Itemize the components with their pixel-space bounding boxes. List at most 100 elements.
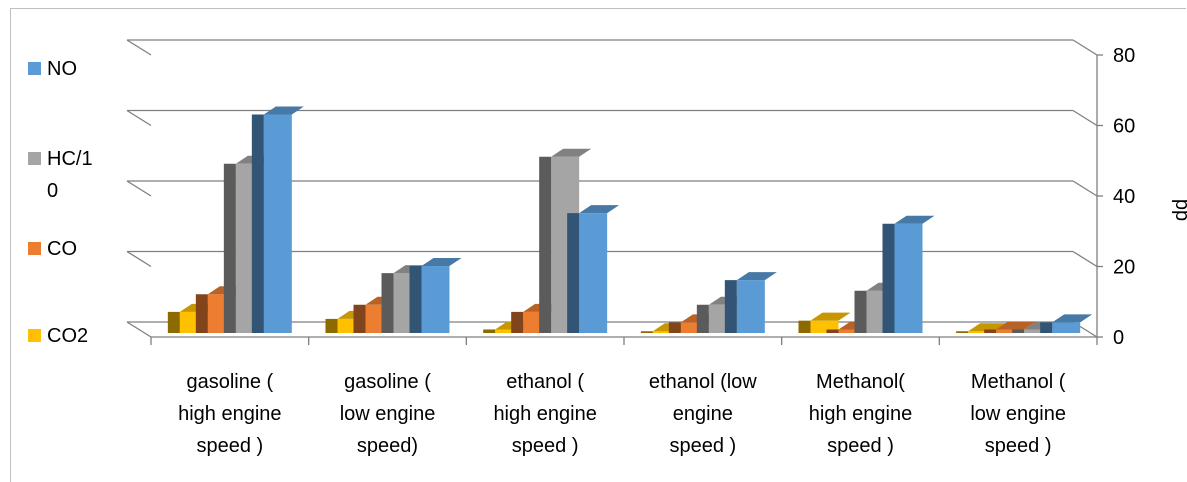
- y-tick-label-2: 40: [1113, 186, 1135, 208]
- x-tick-label-0: gasoline ( high engine speed ): [178, 371, 281, 457]
- x-tick-label-line: speed ): [669, 435, 736, 457]
- bar-NO-0: [251, 106, 304, 333]
- bar-side: [511, 311, 524, 333]
- bar-side: [668, 322, 681, 333]
- bar-front: [652, 331, 681, 333]
- bar-front: [263, 114, 292, 333]
- bar-side: [882, 223, 895, 333]
- axes: [150, 54, 1103, 345]
- bar-side: [1012, 329, 1025, 333]
- legend-label: HC/1: [47, 148, 93, 170]
- bar-side: [539, 156, 552, 333]
- x-tick-label-line: low engine: [340, 403, 436, 425]
- bar-NO-1: [409, 258, 462, 333]
- x-tick-label-line: high engine: [178, 403, 281, 425]
- x-tick-label-line: speed ): [512, 435, 579, 457]
- bar-side: [696, 304, 709, 333]
- bar-side: [724, 280, 737, 333]
- x-tick-label-line: gasoline (: [344, 371, 431, 393]
- legend-swatch: [28, 329, 41, 342]
- gridline-left-2: [126, 180, 152, 197]
- x-tick-label-4: Methanol( high engine speed ): [809, 371, 912, 457]
- legend-swatch: [28, 242, 41, 255]
- y-tick-label-4: 80: [1113, 45, 1135, 67]
- x-tick-label-line: speed): [357, 435, 418, 457]
- bar-top: [263, 106, 304, 115]
- bar-side: [223, 163, 236, 333]
- bar-front: [894, 223, 923, 333]
- x-tick-label-line: high engine: [493, 403, 596, 425]
- x-tick-label-line: gasoline (: [186, 371, 273, 393]
- bar-side: [195, 294, 208, 333]
- legend-label: CO: [47, 238, 77, 260]
- bar-top: [579, 205, 620, 214]
- bar-side: [325, 318, 338, 333]
- x-tick-label-line: ethanol (low: [649, 371, 757, 393]
- legend-swatch: [28, 152, 41, 165]
- bar-front: [838, 329, 867, 333]
- legend-swatch: [28, 62, 41, 75]
- gridline-left-4: [126, 39, 152, 56]
- y-tick-label-1: 20: [1113, 257, 1135, 279]
- x-tick-label-line: engine: [673, 403, 733, 425]
- x-tick-label-1: gasoline ( low engine speed): [340, 371, 436, 457]
- bar-front: [1052, 322, 1081, 333]
- bar-front: [736, 280, 765, 333]
- x-tick-label-line: Methanol(: [816, 371, 905, 393]
- bar-top: [736, 272, 777, 281]
- bar-top: [894, 215, 935, 224]
- legend-label: 0: [47, 180, 58, 202]
- legend-item-NO: NO: [28, 58, 77, 80]
- bar-side: [640, 331, 653, 333]
- bar-side: [409, 266, 422, 333]
- legend-label: CO2: [47, 325, 88, 347]
- bar-top: [421, 258, 462, 267]
- y-axis-title: pp: [1171, 199, 1187, 221]
- legend: NO HC/1 0 CO CO2: [28, 58, 93, 347]
- bar-CO-5: [984, 321, 1037, 333]
- gridline-side-1: [1072, 250, 1098, 268]
- bar-side: [854, 290, 867, 333]
- bar-front: [968, 331, 997, 333]
- bar-side: [251, 114, 264, 333]
- x-tick-label-line: high engine: [809, 403, 912, 425]
- bar-NO-3: [724, 272, 777, 333]
- bar-side: [798, 320, 811, 333]
- gridline-left-3: [126, 109, 152, 127]
- bar-side: [956, 331, 969, 333]
- legend-item-CO: CO: [28, 238, 77, 260]
- x-tick-label-line: ethanol (: [506, 371, 584, 393]
- bar-NO-4: [882, 215, 935, 333]
- x-tick-label-line: speed ): [827, 435, 894, 457]
- bar-front: [996, 329, 1025, 333]
- bars: [167, 106, 1093, 333]
- bar-front: [579, 213, 608, 333]
- bar-front: [421, 266, 450, 333]
- bar-NO-2: [567, 205, 620, 333]
- bar-side: [1040, 322, 1053, 333]
- gridline-side-3: [1072, 109, 1098, 127]
- legend-label: NO: [47, 58, 77, 80]
- bar-side: [984, 329, 997, 333]
- gridline-left-1: [126, 250, 152, 268]
- bar-front: [680, 322, 709, 333]
- legend-item-HC/10: HC/1 0: [28, 148, 93, 202]
- bar-NO-5: [1040, 314, 1093, 333]
- x-tick-label-5: Methanol (low engine speed ): [970, 371, 1066, 457]
- legend-item-CO2: CO2: [28, 325, 88, 347]
- bar-front: [495, 329, 524, 333]
- bar-top: [996, 321, 1037, 330]
- x-tick-label-line: speed ): [196, 435, 263, 457]
- x-tick-label-2: ethanol ( high engine speed ): [493, 371, 596, 457]
- bar-front: [1024, 329, 1053, 333]
- bar-top: [1052, 314, 1093, 323]
- bar-side: [567, 213, 580, 333]
- gridline-side-2: [1072, 180, 1098, 197]
- x-tick-label-line: Methanol (: [971, 371, 1066, 393]
- gridline-side-4: [1072, 39, 1098, 56]
- chart-frame: [10, 8, 1186, 482]
- gridline-left-0: [126, 321, 152, 338]
